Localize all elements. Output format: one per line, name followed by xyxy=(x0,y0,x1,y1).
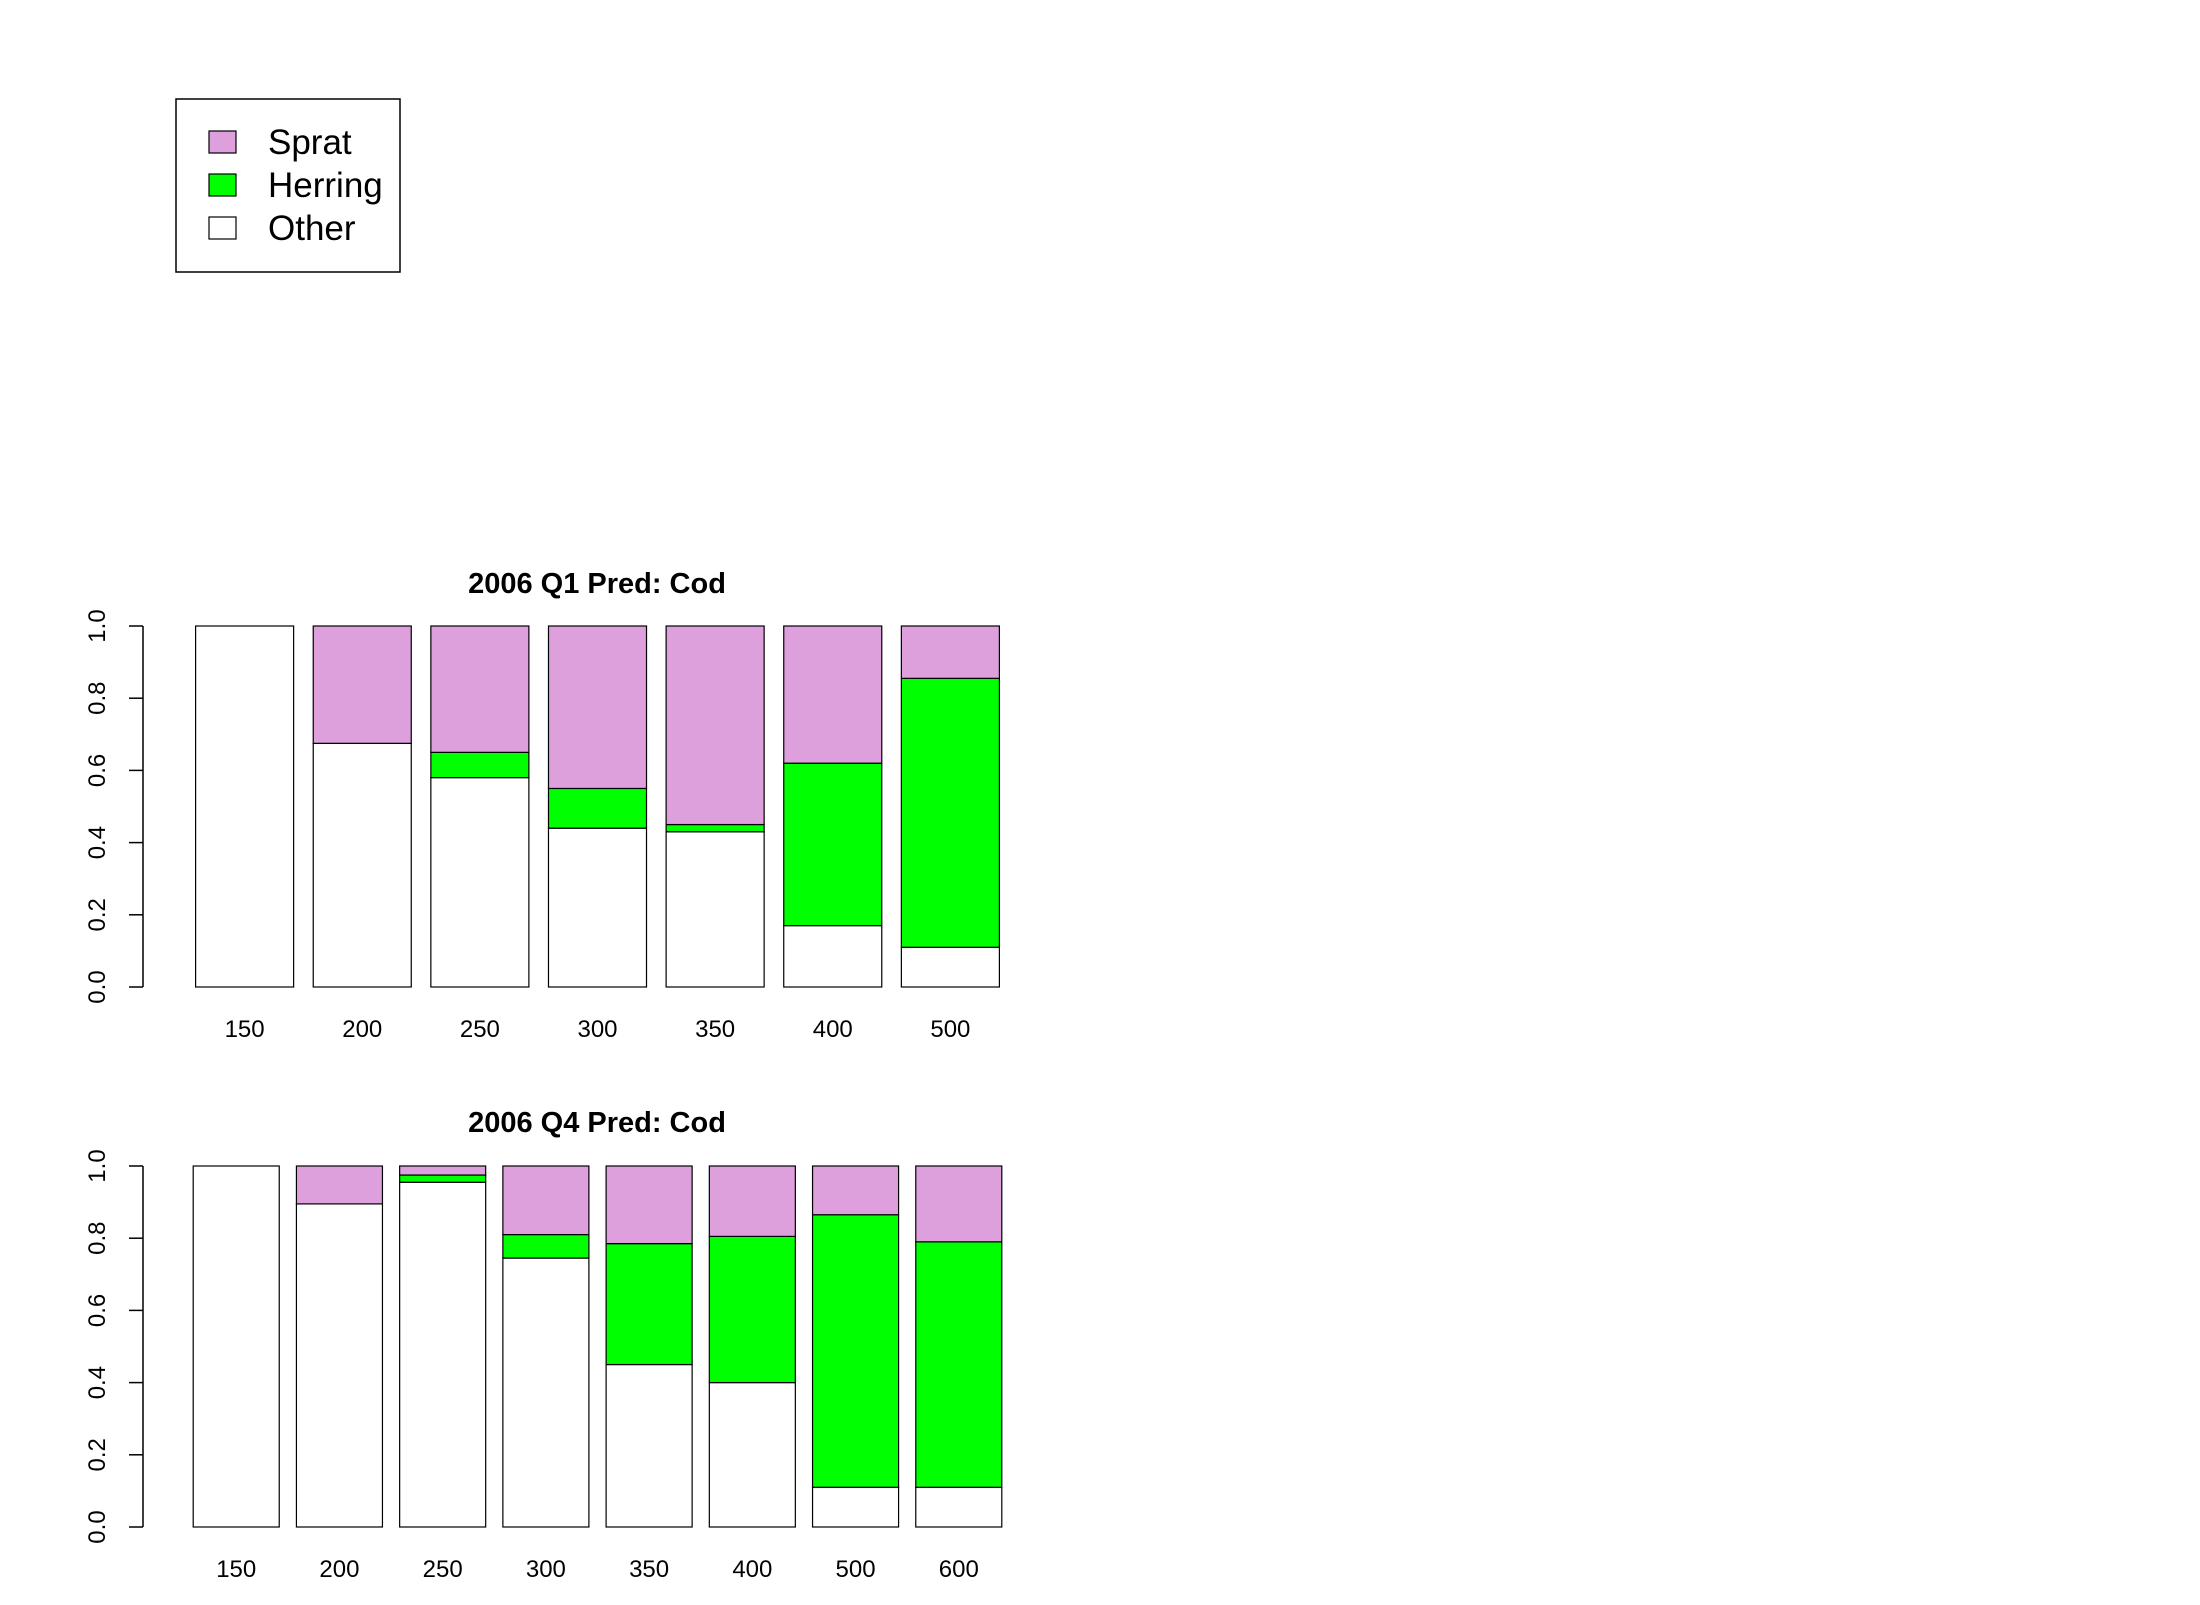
bar-segment-other-500 xyxy=(900,946,1000,988)
y-axis: 0.0 0.2 0.4 0.6 0.8 1.0 xyxy=(84,609,144,1004)
bar-segment-other-250 xyxy=(430,777,530,988)
bar-segment-sprat-600 xyxy=(915,1165,1003,1243)
legend-label-other: Other xyxy=(268,209,356,248)
bar-segment-other-400 xyxy=(783,925,883,988)
legend-swatch-sprat xyxy=(208,130,237,154)
chart-panel-q4: 2006 Q4 Pred: Cod 0.0 0.2 0.4 0.6 0.8 1.0 150 2… xyxy=(84,1107,1003,1583)
y-axis: 0.0 0.2 0.4 0.6 0.8 1.0 xyxy=(84,1149,144,1544)
bar-segment-sprat-300 xyxy=(547,625,648,790)
bar-segment-sprat-250 xyxy=(399,1165,487,1176)
bar-segment-herring-600 xyxy=(915,1241,1003,1488)
legend-label-sprat: Sprat xyxy=(268,123,352,162)
bar-segment-other-600 xyxy=(915,1486,1003,1528)
x-tick-label: 500 xyxy=(836,1556,876,1583)
bars: 150 200 250 300 350 400 500 600 xyxy=(192,1165,1003,1583)
y-tick-label: 1.0 xyxy=(84,609,111,642)
bar-segment-sprat-400 xyxy=(783,625,883,764)
bar-segment-other-500 xyxy=(811,1486,900,1528)
legend: Sprat Herring Other xyxy=(175,98,401,273)
bar-segment-other-350 xyxy=(605,1363,693,1528)
chart-title: 2006 Q1 Pred: Cod xyxy=(468,568,726,600)
x-tick-label: 400 xyxy=(813,1016,853,1043)
x-tick-label: 250 xyxy=(423,1556,463,1583)
x-tick-label: 200 xyxy=(319,1556,359,1583)
legend-swatch-other xyxy=(208,216,237,240)
bar-segment-herring-350 xyxy=(605,1243,693,1366)
chart-title: 2006 Q4 Pred: Cod xyxy=(468,1107,726,1139)
legend-items: Sprat Herring Other xyxy=(208,123,383,248)
x-tick-label: 300 xyxy=(577,1016,617,1043)
bar-segment-other-400 xyxy=(708,1381,796,1528)
bar-segment-other-200 xyxy=(295,1203,384,1528)
bar-segment-other-350 xyxy=(665,831,765,988)
x-tick-label: 150 xyxy=(216,1556,256,1583)
bar-segment-herring-350 xyxy=(665,823,765,833)
y-tick-label: 0.2 xyxy=(84,1438,111,1471)
bar-segment-other-150 xyxy=(192,1165,280,1528)
chart-panel-q1: 2006 Q1 Pred: Cod 0.0 0.2 0.4 0.6 0.8 1.0 150 2… xyxy=(84,568,1000,1043)
y-tick-label: 0.8 xyxy=(84,1222,111,1255)
bar-segment-sprat-250 xyxy=(430,625,530,753)
x-tick-label: 350 xyxy=(695,1016,735,1043)
y-tick-label: 0.6 xyxy=(84,1294,111,1327)
bar-segment-herring-250 xyxy=(430,751,530,779)
bar-segment-sprat-350 xyxy=(605,1165,693,1245)
bar-segment-other-150 xyxy=(195,625,295,988)
legend-swatch-herring xyxy=(208,173,237,197)
bar-segment-sprat-350 xyxy=(665,625,765,826)
bar-segment-herring-400 xyxy=(783,762,883,927)
x-tick-label: 600 xyxy=(939,1556,979,1583)
bar-segment-herring-500 xyxy=(811,1214,900,1488)
bar-segment-herring-500 xyxy=(900,677,1000,948)
x-tick-label: 150 xyxy=(225,1016,265,1043)
bar-segment-other-300 xyxy=(547,827,648,988)
bar-segment-sprat-200 xyxy=(312,625,412,744)
legend-label-herring: Herring xyxy=(268,166,383,205)
bar-segment-herring-250 xyxy=(399,1174,487,1183)
x-tick-label: 250 xyxy=(460,1016,500,1043)
bars: 150 200 250 300 350 400 500 xyxy=(195,625,1000,1043)
y-tick-label: 0.4 xyxy=(84,826,111,859)
bar-segment-sprat-400 xyxy=(708,1165,796,1237)
y-tick-label: 0.6 xyxy=(84,754,111,787)
y-tick-label: 0.0 xyxy=(84,970,111,1003)
x-tick-label: 500 xyxy=(930,1016,970,1043)
bar-segment-other-250 xyxy=(399,1181,487,1528)
bar-segment-sprat-300 xyxy=(502,1165,590,1236)
y-tick-label: 0.8 xyxy=(84,682,111,715)
bar-segment-herring-400 xyxy=(708,1235,796,1384)
y-tick-label: 0.0 xyxy=(84,1510,111,1543)
bar-segment-other-300 xyxy=(502,1257,590,1528)
x-tick-label: 400 xyxy=(732,1556,772,1583)
y-tick-label: 0.2 xyxy=(84,898,111,931)
bar-segment-sprat-500 xyxy=(900,625,1000,679)
bar-segment-herring-300 xyxy=(547,787,648,829)
bar-segment-other-200 xyxy=(312,742,412,988)
x-tick-label: 350 xyxy=(629,1556,669,1583)
y-tick-label: 0.4 xyxy=(84,1366,111,1399)
bar-segment-sprat-500 xyxy=(811,1165,900,1216)
x-tick-label: 300 xyxy=(526,1556,566,1583)
y-tick-label: 1.0 xyxy=(84,1149,111,1182)
bar-segment-sprat-200 xyxy=(295,1165,384,1205)
x-tick-label: 200 xyxy=(342,1016,382,1043)
bar-segment-herring-300 xyxy=(502,1233,590,1259)
